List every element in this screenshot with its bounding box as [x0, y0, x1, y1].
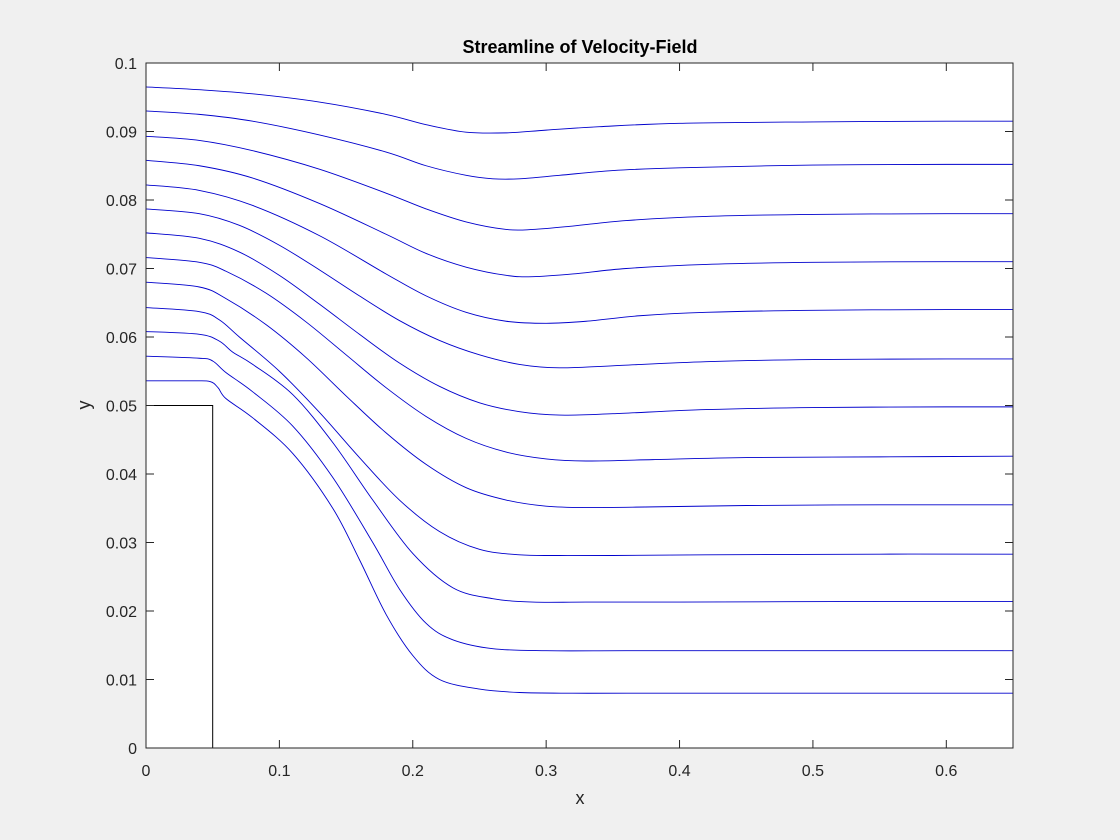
x-axis-label: x — [576, 788, 585, 808]
x-tick-label-4: 0.4 — [668, 763, 690, 780]
y-tick-label-6: 0.06 — [106, 330, 137, 347]
y-tick-label-4: 0.04 — [106, 467, 137, 484]
streamline-8 — [145, 257, 1014, 462]
x-tick-label-0: 0 — [142, 763, 151, 780]
streamlines — [145, 86, 1014, 694]
y-tick-label-8: 0.08 — [106, 193, 137, 210]
x-tick-label-3: 0.3 — [535, 763, 557, 780]
y-tick-label-9: 0.09 — [106, 125, 137, 142]
y-tick-label-10: 0.1 — [115, 56, 137, 73]
streamline-4 — [145, 159, 1014, 278]
y-tick-label-7: 0.07 — [106, 262, 137, 279]
x-tick-label-6: 0.6 — [935, 763, 957, 780]
obstacle-layer — [146, 405, 214, 748]
plot-area — [146, 63, 1013, 748]
streamline-2 — [145, 110, 1014, 180]
streamline-9 — [145, 281, 1014, 509]
y-axis-ticks: 0 0.01 0.02 0.03 0.04 0.05 0.06 0.07 0.08 0.09 0.1 — [106, 56, 1013, 758]
x-tick-label-1: 0.1 — [268, 763, 290, 780]
streamline-1 — [145, 86, 1014, 134]
x-tick-label-2: 0.2 — [402, 763, 424, 780]
y-tick-label-5: 0.05 — [106, 399, 137, 416]
y-tick-label-0: 0 — [128, 741, 137, 758]
streamline-3 — [145, 135, 1014, 231]
x-axis-ticks: 0 0.1 0.2 0.3 0.4 0.5 0.6 — [142, 63, 958, 780]
streamline-13 — [145, 380, 1013, 694]
streamline-5 — [145, 184, 1014, 324]
streamline-10 — [145, 307, 1014, 557]
streamline-6 — [145, 208, 1014, 369]
y-tick-label-3: 0.03 — [106, 536, 137, 553]
streamline-11 — [145, 331, 1014, 603]
y-tick-label-1: 0.01 — [106, 673, 137, 690]
x-tick-label-5: 0.5 — [802, 763, 824, 780]
y-axis-label: y — [74, 401, 94, 410]
obstacle-step — [146, 405, 214, 748]
streamline-12 — [145, 355, 1013, 652]
chart-title: Streamline of Velocity-Field — [462, 37, 697, 57]
streamline-7 — [145, 232, 1014, 416]
y-tick-label-2: 0.02 — [106, 604, 137, 621]
